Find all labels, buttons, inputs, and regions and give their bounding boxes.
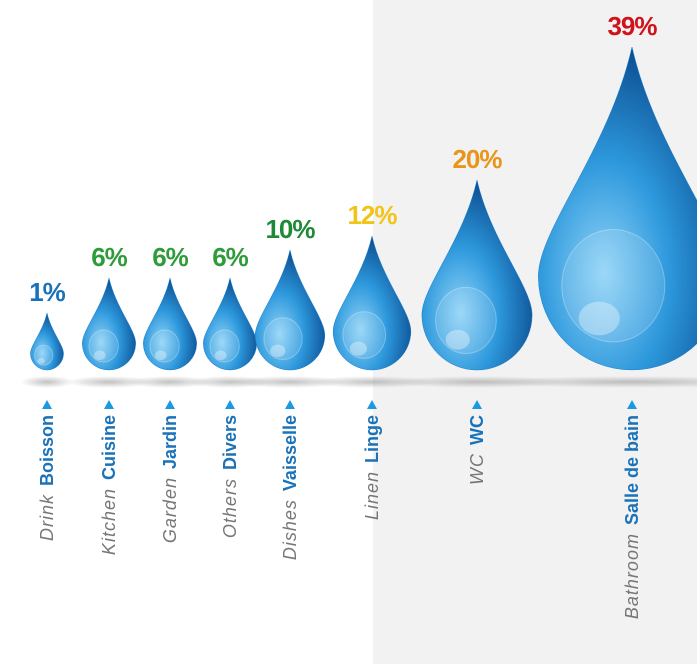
arrow xyxy=(104,400,114,409)
drop xyxy=(143,277,197,371)
drop-shadow xyxy=(66,376,152,388)
arrow xyxy=(627,400,637,409)
drop-highlight xyxy=(88,329,119,363)
english-label: WC xyxy=(467,453,487,485)
arrow xyxy=(165,400,175,409)
value-label: 6% xyxy=(91,242,127,272)
drop xyxy=(30,312,64,371)
english-label: Others xyxy=(220,478,240,538)
value-label: 20% xyxy=(452,144,502,174)
drop-highlight xyxy=(561,228,666,343)
value-label: 12% xyxy=(347,200,397,230)
category-label: Drink Boisson xyxy=(37,415,57,541)
category-label: Linen Linge xyxy=(362,415,382,520)
arrow xyxy=(225,400,235,409)
english-label: Drink xyxy=(37,494,57,541)
category-label: Dishes Vaisselle xyxy=(280,415,300,560)
english-label: Bathroom xyxy=(622,533,642,619)
drop-glint xyxy=(270,344,286,358)
category-label: Garden Jardin xyxy=(160,415,180,543)
drop-highlight xyxy=(342,311,387,359)
drop xyxy=(82,277,136,371)
drop-glint xyxy=(445,329,470,350)
english-label: Dishes xyxy=(280,499,300,560)
value-label: 6% xyxy=(152,242,188,272)
drop-glint xyxy=(349,341,367,356)
arrow xyxy=(472,400,482,409)
drop xyxy=(421,179,533,371)
category-label: WC WC xyxy=(467,415,487,485)
drop-glint xyxy=(93,350,106,361)
drop-highlight xyxy=(209,329,240,363)
drop xyxy=(332,235,412,371)
french-label: Divers xyxy=(220,415,240,470)
drop xyxy=(538,46,697,371)
french-label: Linge xyxy=(362,415,382,463)
arrow xyxy=(285,400,295,409)
english-label: Garden xyxy=(160,477,180,543)
drop xyxy=(254,249,326,371)
value-label: 39% xyxy=(607,11,657,41)
drop-glint xyxy=(154,350,167,361)
english-label: Linen xyxy=(362,471,382,520)
drop xyxy=(203,277,257,371)
drop-glint xyxy=(37,357,45,364)
french-label: Cuisine xyxy=(99,415,119,480)
arrow xyxy=(42,400,52,409)
category-label: Bathroom Salle de bain xyxy=(622,415,642,619)
arrow xyxy=(367,400,377,409)
drop-shadow xyxy=(234,376,346,388)
drop-glint xyxy=(578,301,620,336)
drop-glint xyxy=(214,350,227,361)
french-label: Boisson xyxy=(37,415,57,486)
english-label: Kitchen xyxy=(99,488,119,555)
value-label: 10% xyxy=(265,214,315,244)
drop-highlight xyxy=(34,344,54,366)
value-label: 1% xyxy=(29,277,65,307)
category-label: Others Divers xyxy=(220,415,240,538)
french-label: WC xyxy=(467,415,487,445)
value-label: 6% xyxy=(212,242,248,272)
drop-highlight xyxy=(263,317,303,361)
drop-shadow xyxy=(20,376,74,388)
drop-highlight xyxy=(149,329,180,363)
french-label: Jardin xyxy=(160,415,180,469)
drop-shadow xyxy=(127,376,213,388)
category-label: Kitchen Cuisine xyxy=(99,415,119,555)
french-label: Vaisselle xyxy=(280,415,300,491)
drop-shadow xyxy=(482,376,697,388)
french-label: Salle de bain xyxy=(622,415,642,525)
drop-highlight xyxy=(435,286,497,354)
